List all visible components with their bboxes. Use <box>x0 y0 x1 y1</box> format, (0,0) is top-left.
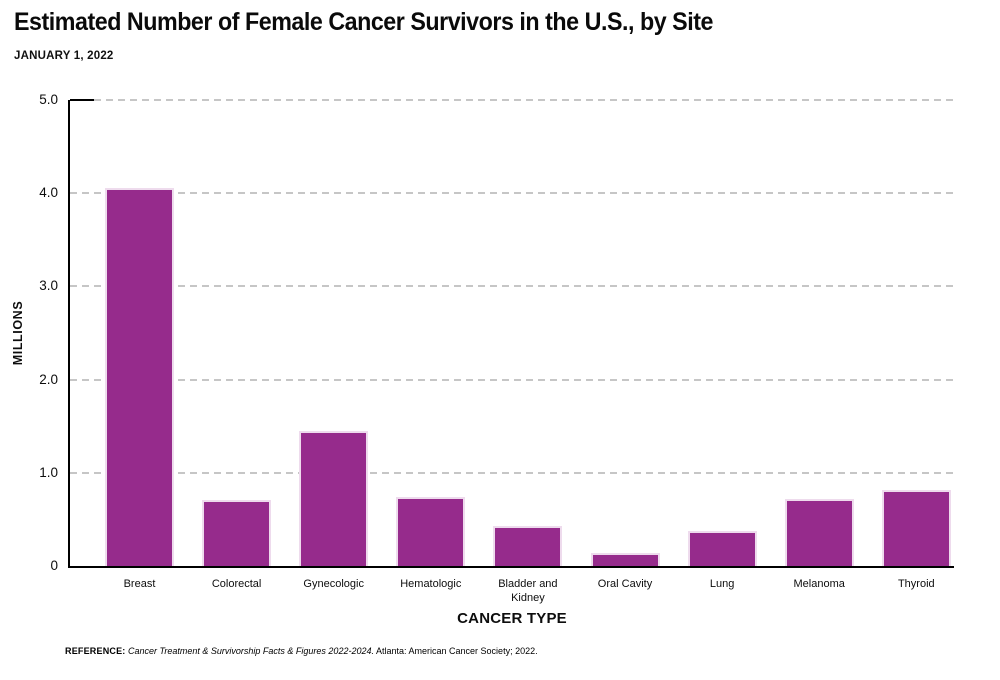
bar-melanoma <box>784 498 854 566</box>
chart-title: Estimated Number of Female Cancer Surviv… <box>14 8 713 36</box>
x-label-breast: Breast <box>123 578 156 590</box>
chart-subtitle: JANUARY 1, 2022 <box>14 50 114 62</box>
x-axis-title: CANCER TYPE <box>457 610 567 627</box>
bar-oral-cavity <box>590 552 660 566</box>
x-label-lung: Lung <box>709 578 735 590</box>
x-label-hematologic: Hematologic <box>400 578 462 590</box>
reference-note: REFERENCE: Cancer Treatment & Survivorsh… <box>65 646 538 656</box>
y-axis-label: MILLIONS <box>11 300 25 366</box>
y-tick-3.0: 3.0 <box>39 278 58 294</box>
x-label-thyroid: Thyroid <box>897 578 935 590</box>
plot-area <box>68 99 954 568</box>
bar-bladder-and-kidney <box>493 525 563 566</box>
bar-lung <box>687 530 757 566</box>
gridline-4 <box>70 192 954 195</box>
bar-thyroid <box>881 489 951 566</box>
x-label-bladder-and-kidney: Bladder and Kidney <box>498 578 558 605</box>
gridline-3 <box>70 285 954 288</box>
x-label-gynecologic: Gynecologic <box>303 578 364 590</box>
y-tick-5.0: 5.0 <box>39 92 58 107</box>
gridline-1 <box>70 471 954 474</box>
bar-colorectal <box>202 499 272 566</box>
bar-gynecologic <box>299 430 369 566</box>
y-tick-2.0: 2.0 <box>39 371 58 387</box>
y-tick-4.0: 4.0 <box>39 185 58 201</box>
reference-citation: Cancer Treatment & Survivorship Facts & … <box>128 646 374 656</box>
reference-publisher: Atlanta: American Cancer Society; 2022. <box>376 646 538 656</box>
bar-hematologic <box>396 497 466 566</box>
x-label-oral-cavity: Oral Cavity <box>597 578 653 590</box>
y-tick-0: 0 <box>50 558 58 573</box>
bar-breast <box>105 187 174 566</box>
gridline-2 <box>70 378 954 381</box>
reference-label: REFERENCE: <box>65 646 126 656</box>
x-label-melanoma: Melanoma <box>793 578 845 590</box>
gridline-5 <box>70 99 954 101</box>
x-label-colorectal: Colorectal <box>211 578 262 590</box>
y-tick-1.0: 1.0 <box>39 464 58 480</box>
y-axis-top-cap <box>70 99 94 101</box>
